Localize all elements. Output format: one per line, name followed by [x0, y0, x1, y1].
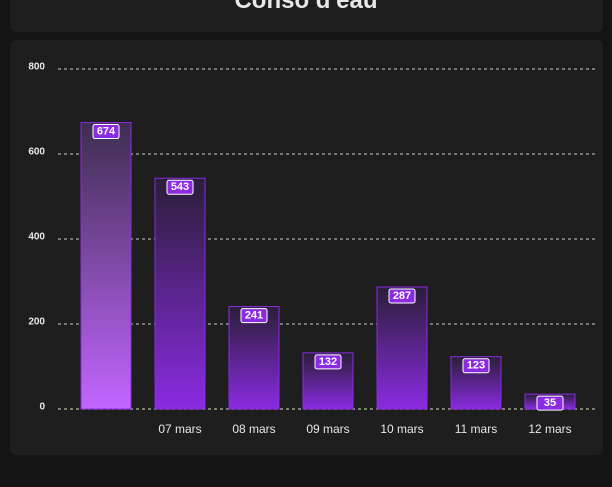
value-label: 123 [467, 360, 485, 372]
chart-title: Conso d'eau [234, 0, 377, 14]
x-tick-label: 07 mars [158, 422, 201, 436]
y-tick-label: 400 [28, 232, 45, 243]
y-tick-label: 600 [28, 147, 45, 158]
value-label-box [166, 179, 194, 195]
y-tick-label: 800 [28, 62, 45, 73]
value-label: 35 [544, 397, 556, 409]
value-label-box [92, 124, 120, 140]
value-label-box [314, 354, 342, 370]
value-label: 241 [245, 309, 263, 321]
bar [228, 306, 280, 410]
value-label: 287 [393, 290, 411, 302]
x-tick-label: 09 mars [306, 422, 349, 436]
value-label: 132 [319, 356, 337, 368]
value-label: 674 [97, 125, 116, 137]
value-label: 543 [171, 181, 189, 193]
bar [154, 177, 206, 410]
value-label-box [462, 358, 490, 374]
x-tick-label: 08 mars [232, 422, 275, 436]
x-tick-label: 11 mars [455, 422, 497, 436]
x-tick-label: 12 mars [528, 422, 571, 436]
y-tick-label: 200 [28, 317, 45, 328]
value-label-box [388, 288, 416, 304]
value-label-box [536, 395, 564, 411]
value-label-box [240, 308, 268, 324]
x-tick-label: 10 mars [380, 422, 423, 436]
y-tick-label: 0 [39, 402, 45, 413]
plot: 0 200 400 600 800 674 07 mars 543 08 mars 241 09 m… [28, 62, 597, 436]
bar [376, 286, 428, 410]
bar [80, 122, 132, 410]
title-card [10, 0, 603, 32]
